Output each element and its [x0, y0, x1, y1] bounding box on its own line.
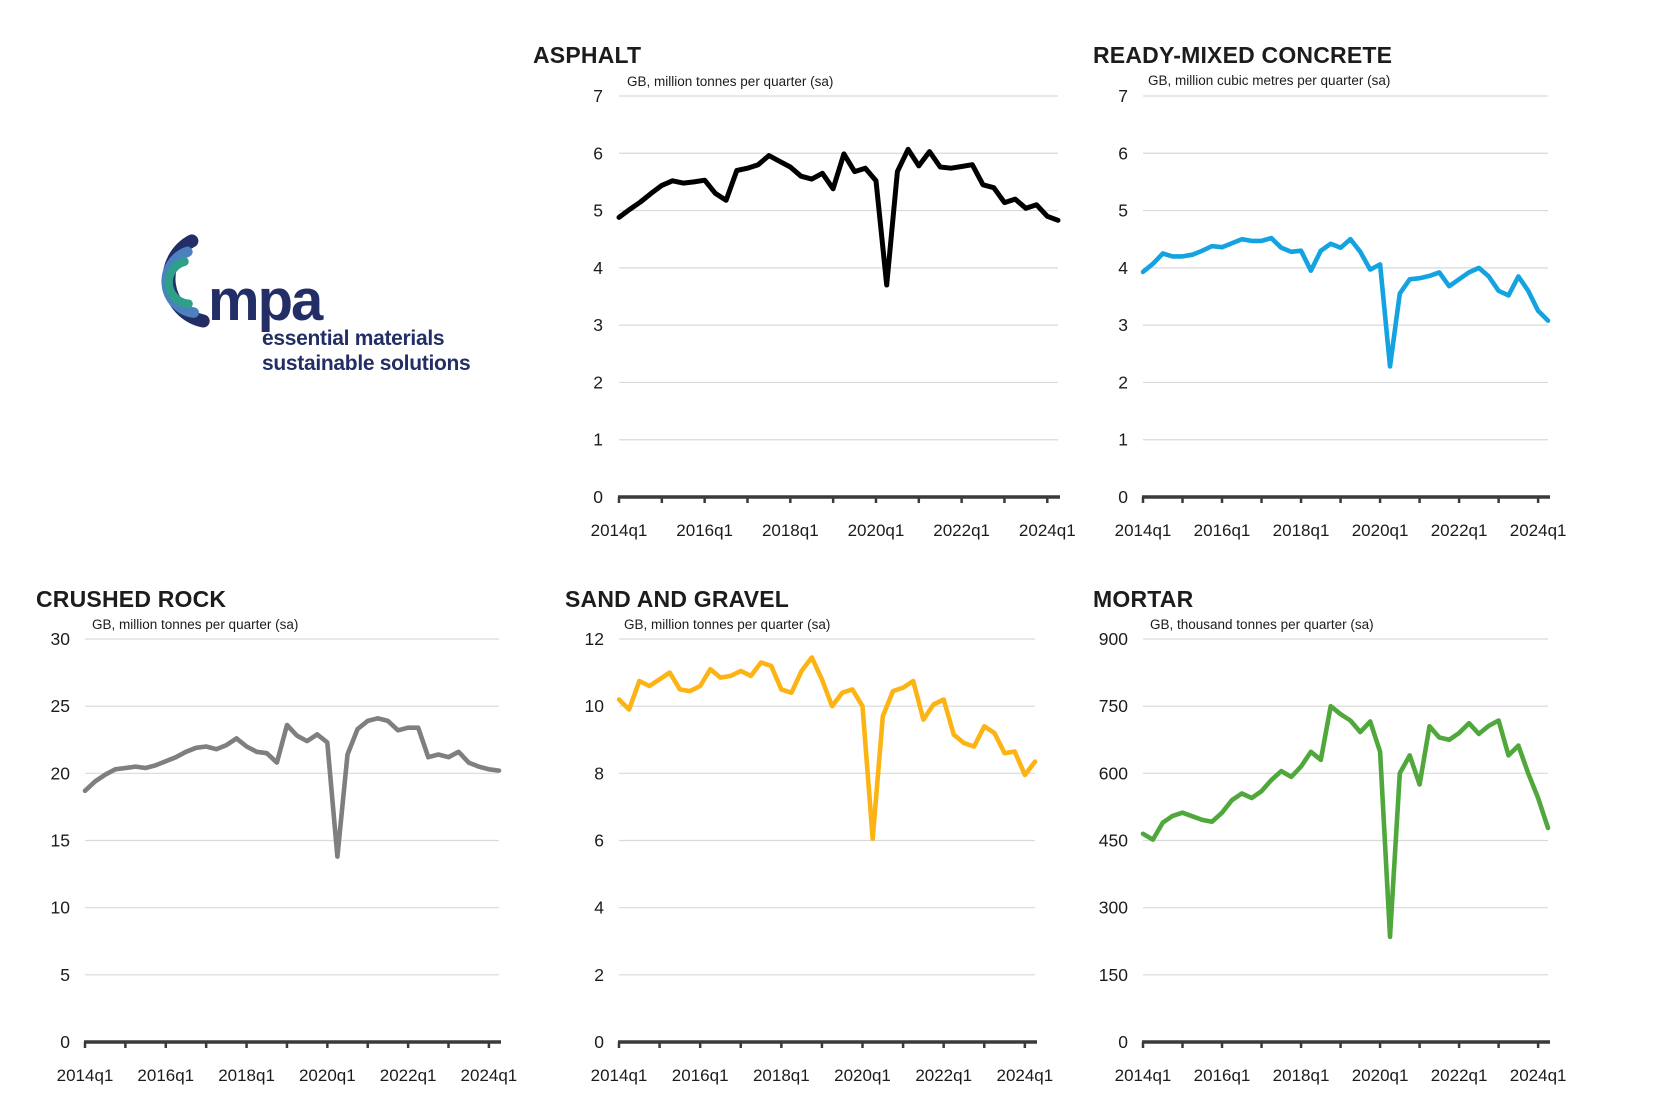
y-tick-label: 300 [1099, 898, 1128, 918]
y-tick-label: 5 [593, 201, 603, 221]
x-tick-label: 2014q1 [1115, 1066, 1172, 1085]
chart-asphalt: 0 1 2 3 4 5 6 7 2014q1 2016q1 2018q1 2020q1 2022q1 20… [591, 86, 1076, 540]
y-tick-label: 3 [593, 315, 603, 335]
chart-title-sand-and-gravel: SAND AND GRAVEL [565, 586, 790, 612]
series-line-sand [616, 655, 1038, 842]
y-tick-label: 0 [594, 1032, 604, 1052]
y-tick-label: 10 [51, 898, 71, 918]
y-tick-label: 6 [593, 143, 603, 163]
x-tick-label: 2024q1 [1510, 1066, 1567, 1085]
x-tick-label: 2016q1 [672, 1066, 729, 1085]
y-tick-label: 4 [594, 898, 604, 918]
series-line-mortar [1140, 703, 1551, 940]
x-tick-label: 2020q1 [848, 521, 905, 540]
x-tick-label: 2014q1 [591, 1066, 648, 1085]
y-tick-label: 5 [60, 965, 70, 985]
x-tick-label: 2014q1 [1115, 521, 1172, 540]
y-tick-label: 8 [594, 763, 604, 783]
mpa-tagline-line2: sustainable solutions [262, 352, 471, 375]
chart-title-ready-mixed-concrete: READY-MIXED CONCRETE [1093, 42, 1393, 68]
chart-sand: 0 2 4 6 8 10 12 2014q1 2016q1 2018q1 2020q1 2022q1 2… [585, 629, 1054, 1085]
x-tick-label: 2024q1 [1510, 521, 1567, 540]
x-tick-label: 2018q1 [762, 521, 819, 540]
chart-subtitle-mortar: GB, thousand tonnes per quarter (sa) [1150, 617, 1374, 632]
y-tick-label: 7 [593, 86, 603, 106]
mpa-tagline-line1: essential materials [262, 327, 445, 350]
series-line-rmc [1140, 235, 1551, 369]
y-tick-label: 2 [1118, 372, 1128, 392]
x-tick-label: 2016q1 [137, 1066, 194, 1085]
mpa-logo-arcs-icon [161, 234, 210, 328]
y-tick-label: 3 [1118, 315, 1128, 335]
x-tick-label: 2022q1 [380, 1066, 437, 1085]
y-tick-label: 5 [1118, 201, 1128, 221]
x-tick-label: 2020q1 [299, 1066, 356, 1085]
x-tick-label: 2016q1 [1194, 1066, 1251, 1085]
y-tick-label: 10 [585, 696, 605, 716]
chart-title-asphalt: ASPHALT [533, 42, 642, 68]
x-tick-label: 2022q1 [915, 1066, 972, 1085]
y-tick-label: 600 [1099, 763, 1128, 783]
x-tick-label: 2024q1 [1019, 521, 1076, 540]
y-tick-label: 900 [1099, 629, 1128, 649]
y-tick-label: 20 [51, 763, 71, 783]
y-tick-label: 0 [60, 1032, 70, 1052]
x-tick-label: 2016q1 [676, 521, 733, 540]
y-tick-label: 450 [1099, 831, 1128, 851]
y-tick-label: 0 [593, 487, 603, 507]
y-tick-label: 25 [51, 696, 70, 716]
series-line-crushed [82, 715, 502, 859]
x-tick-label: 2020q1 [1352, 521, 1409, 540]
x-tick-label: 2022q1 [933, 521, 990, 540]
y-tick-label: 1 [593, 430, 603, 450]
y-tick-label: 750 [1099, 696, 1128, 716]
x-tick-label: 2020q1 [834, 1066, 891, 1085]
x-tick-label: 2018q1 [753, 1066, 810, 1085]
y-tick-label: 2 [594, 965, 604, 985]
x-tick-label: 2024q1 [996, 1066, 1053, 1085]
y-tick-label: 30 [51, 629, 71, 649]
chart-subtitle-asphalt: GB, million tonnes per quarter (sa) [627, 74, 834, 89]
x-tick-label: 2018q1 [1273, 1066, 1330, 1085]
y-tick-label: 4 [593, 258, 603, 278]
x-tick-label: 2016q1 [1194, 521, 1251, 540]
chart-rmc: 0 1 2 3 4 5 6 7 2014q1 2016q1 2018q1 2020q1 2022q1 20… [1115, 86, 1567, 540]
chart-title-mortar: MORTAR [1093, 586, 1194, 612]
y-tick-label: 0 [1118, 487, 1128, 507]
y-tick-label: 2 [593, 372, 603, 392]
series-line-asphalt [616, 146, 1061, 288]
x-tick-label: 2014q1 [57, 1066, 114, 1085]
mpa-logo-text: mpa [208, 268, 323, 333]
chart-subtitle-ready-mixed-concrete: GB, million cubic metres per quarter (sa… [1148, 73, 1391, 88]
y-tick-label: 7 [1118, 86, 1128, 106]
chart-crushed: 0 5 10 15 20 25 30 2014q1 2016q1 2018q1 2020q1 2022… [51, 629, 518, 1085]
x-tick-label: 2024q1 [461, 1066, 518, 1085]
y-tick-label: 6 [1118, 143, 1128, 163]
chart-subtitle-sand-and-gravel: GB, million tonnes per quarter (sa) [624, 617, 831, 632]
mpa-arc-teal [164, 257, 193, 309]
chart-title-crushed-rock: CRUSHED ROCK [36, 586, 227, 612]
y-tick-label: 150 [1099, 965, 1128, 985]
y-tick-label: 1 [1118, 430, 1128, 450]
x-tick-label: 2018q1 [1273, 521, 1330, 540]
y-tick-label: 12 [585, 629, 604, 649]
chart-mortar: 0 150 300 450 600 750 900 2014q1 2016q1 2018q1 202… [1099, 629, 1567, 1085]
y-tick-label: 6 [594, 831, 604, 851]
x-tick-label: 2022q1 [1431, 1066, 1488, 1085]
x-tick-label: 2022q1 [1431, 521, 1488, 540]
x-tick-label: 2018q1 [218, 1066, 275, 1085]
chart-subtitle-crushed-rock: GB, million tonnes per quarter (sa) [92, 617, 299, 632]
x-tick-label: 2014q1 [591, 521, 648, 540]
x-tick-label: 2020q1 [1352, 1066, 1409, 1085]
y-tick-label: 15 [51, 831, 70, 851]
y-tick-label: 0 [1118, 1032, 1128, 1052]
y-tick-label: 4 [1118, 258, 1128, 278]
